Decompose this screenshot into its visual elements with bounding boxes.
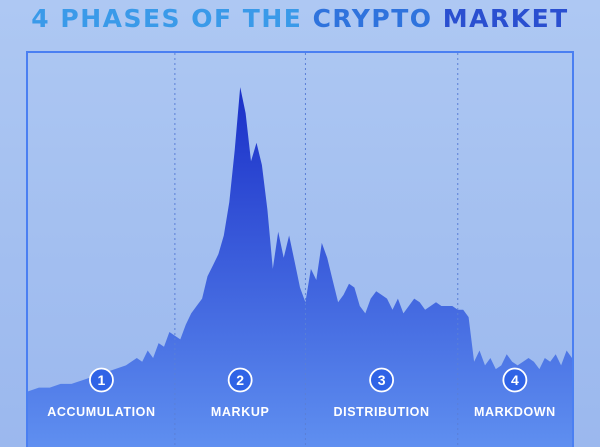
chart-title: 4 PHASES OF THE CRYPTO MARKET (0, 4, 600, 34)
price-area (28, 87, 572, 447)
title-part-2: CRYPTO (312, 4, 443, 33)
chart-frame (26, 51, 574, 447)
phase-2-number: 2 (236, 372, 244, 388)
phase-labels: 1 ACCUMULATION 2 MARKUP 3 DISTRIBUTION 4 MARKDO… (47, 367, 556, 419)
phase-4-number: 4 (511, 372, 519, 388)
phase-4-badge (502, 367, 528, 393)
title-part-3: MARKET (442, 4, 569, 33)
phase-dividers (174, 53, 459, 447)
phase-3-badge (369, 367, 395, 393)
phase-1-label: ACCUMULATION (47, 405, 155, 419)
phase-2-label: MARKUP (211, 405, 269, 419)
phase-3-label: DISTRIBUTION (334, 405, 430, 419)
phase-1-number: 1 (98, 372, 106, 388)
phase-3-number: 3 (378, 372, 386, 388)
phase-1-badge (89, 367, 114, 393)
title-part-1: 4 PHASES OF THE (31, 4, 313, 33)
phase-2-badge (227, 367, 253, 393)
phase-4-label: MARKDOWN (474, 405, 556, 419)
